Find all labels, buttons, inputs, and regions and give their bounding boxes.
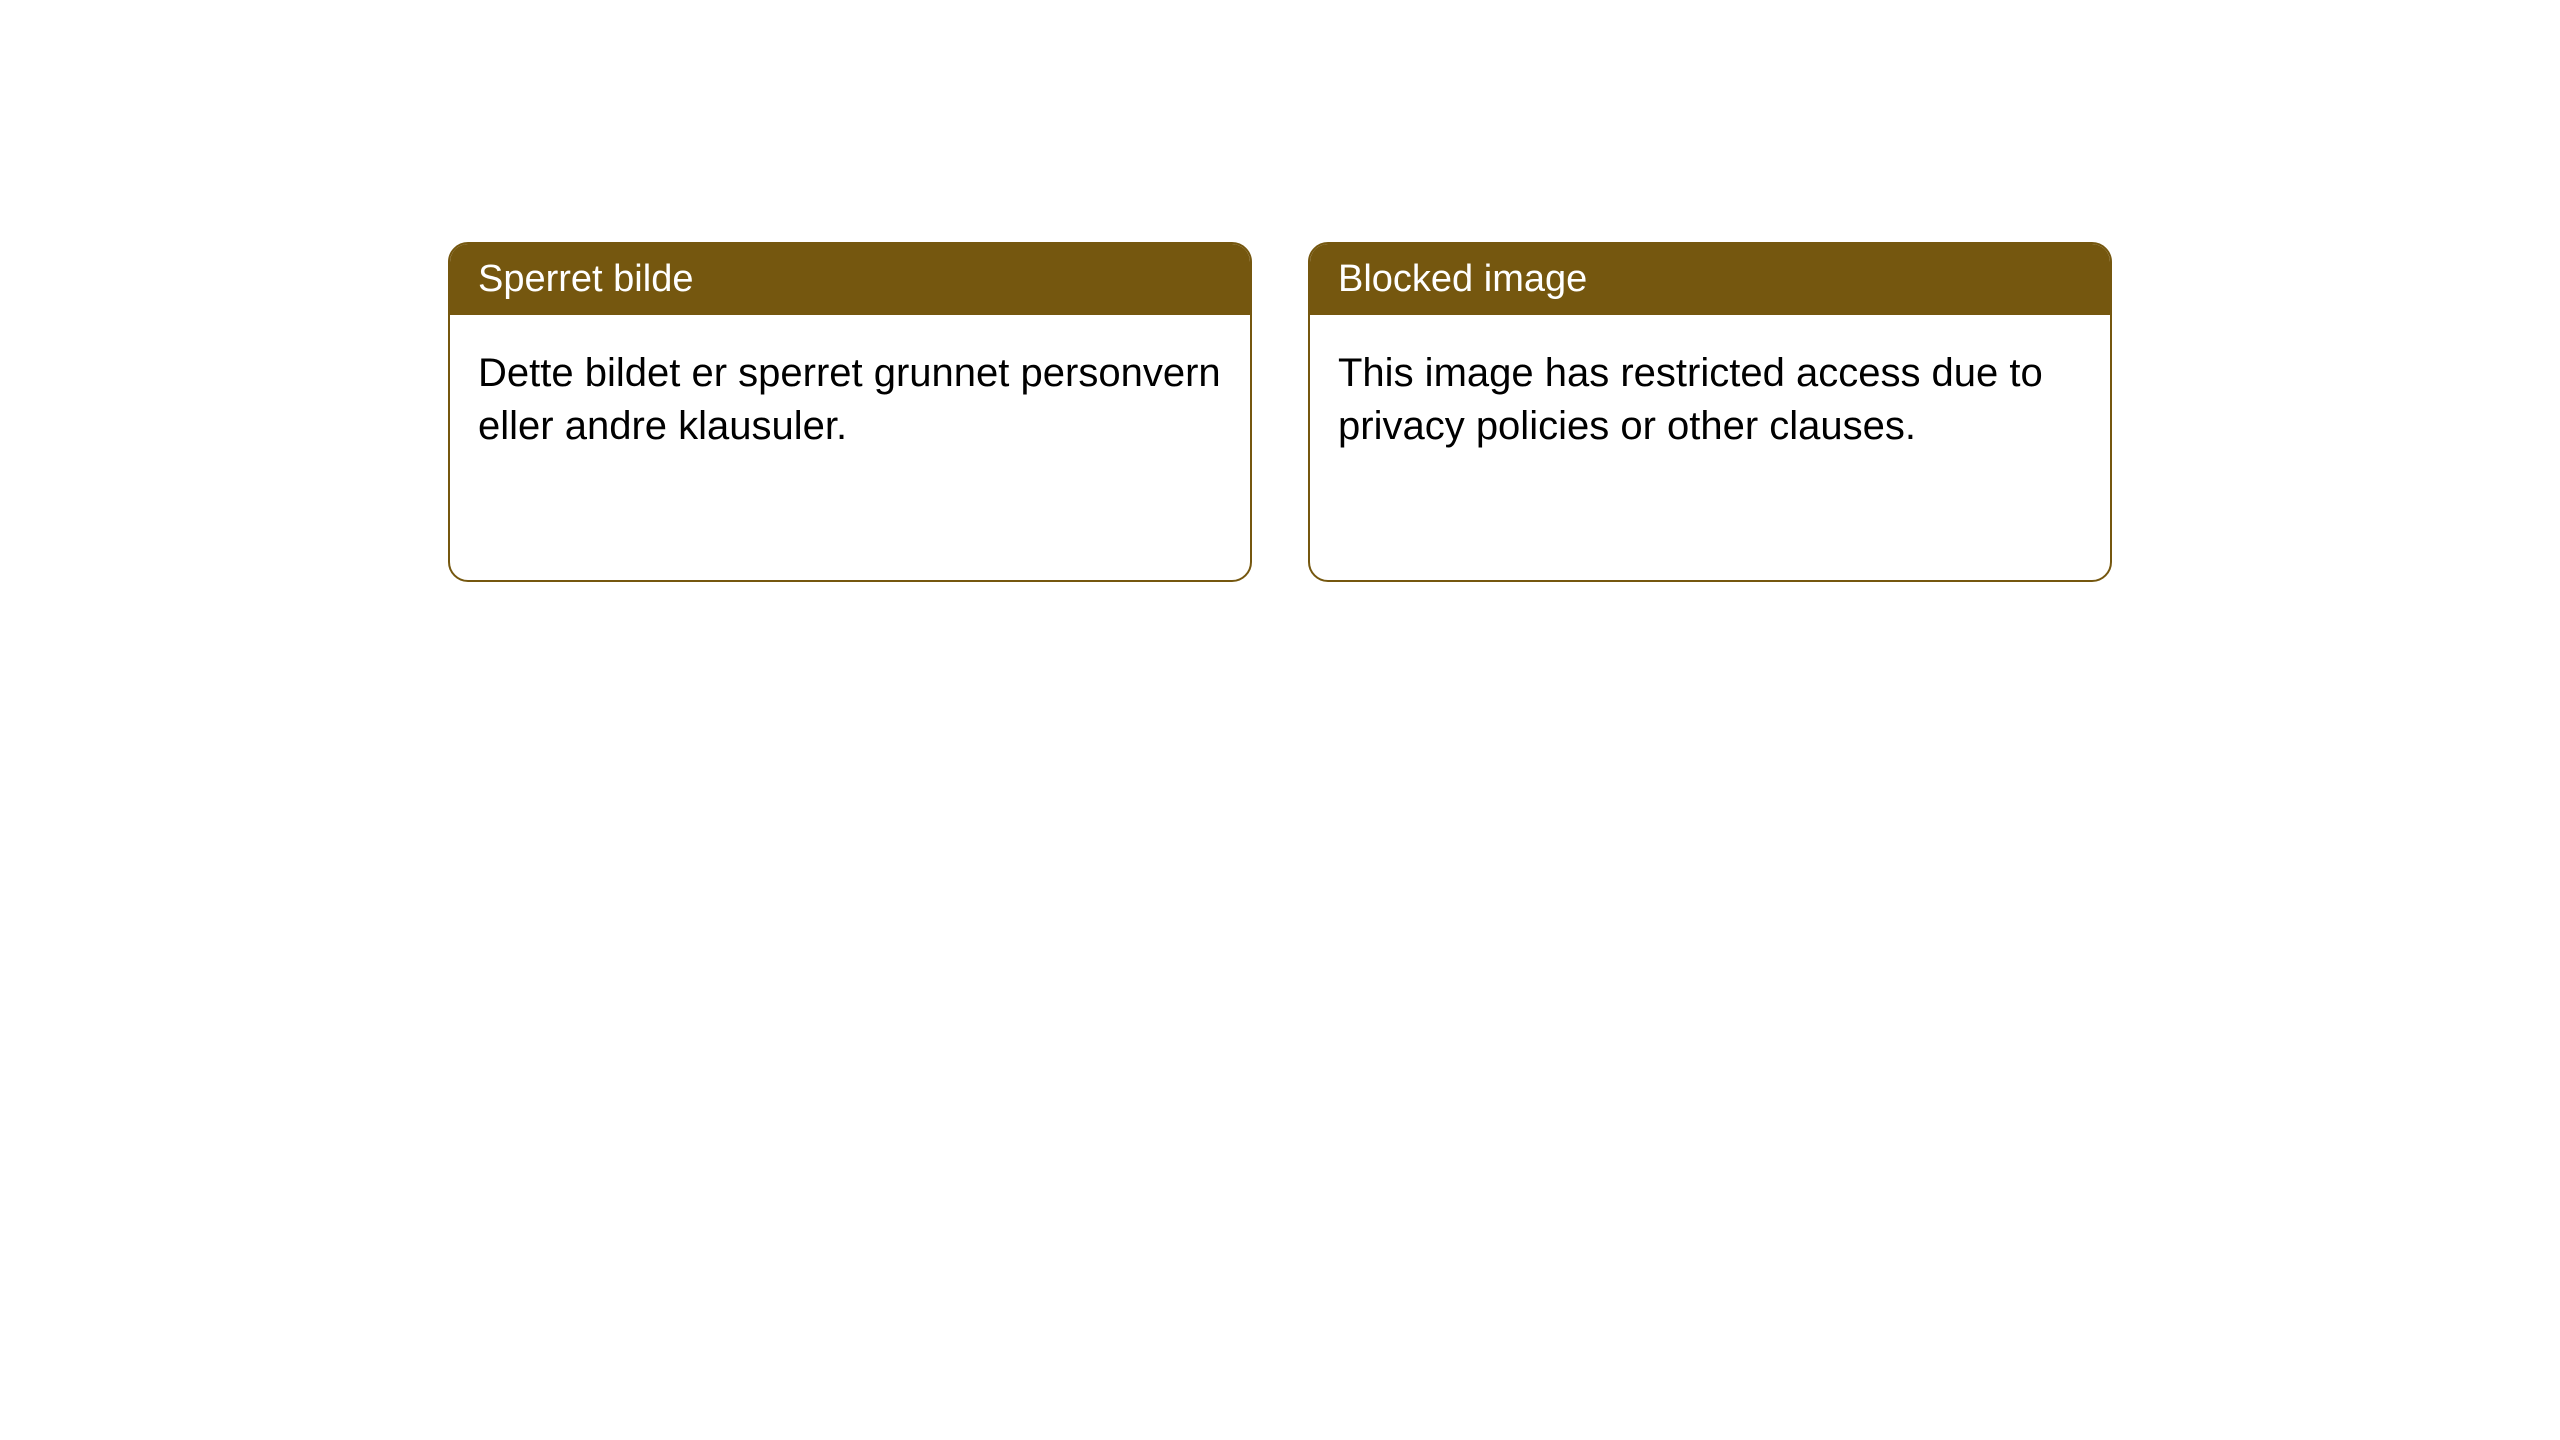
card-body-text: This image has restricted access due to …	[1338, 351, 2043, 448]
notice-cards-container: Sperret bilde Dette bildet er sperret gr…	[448, 242, 2112, 582]
card-title: Sperret bilde	[478, 258, 693, 300]
card-body: Dette bildet er sperret grunnet personve…	[450, 315, 1250, 485]
card-title: Blocked image	[1338, 258, 1587, 300]
card-body: This image has restricted access due to …	[1310, 315, 2110, 485]
notice-card-norwegian: Sperret bilde Dette bildet er sperret gr…	[448, 242, 1252, 582]
card-header: Sperret bilde	[450, 244, 1250, 315]
card-header: Blocked image	[1310, 244, 2110, 315]
notice-card-english: Blocked image This image has restricted …	[1308, 242, 2112, 582]
card-body-text: Dette bildet er sperret grunnet personve…	[478, 351, 1221, 448]
